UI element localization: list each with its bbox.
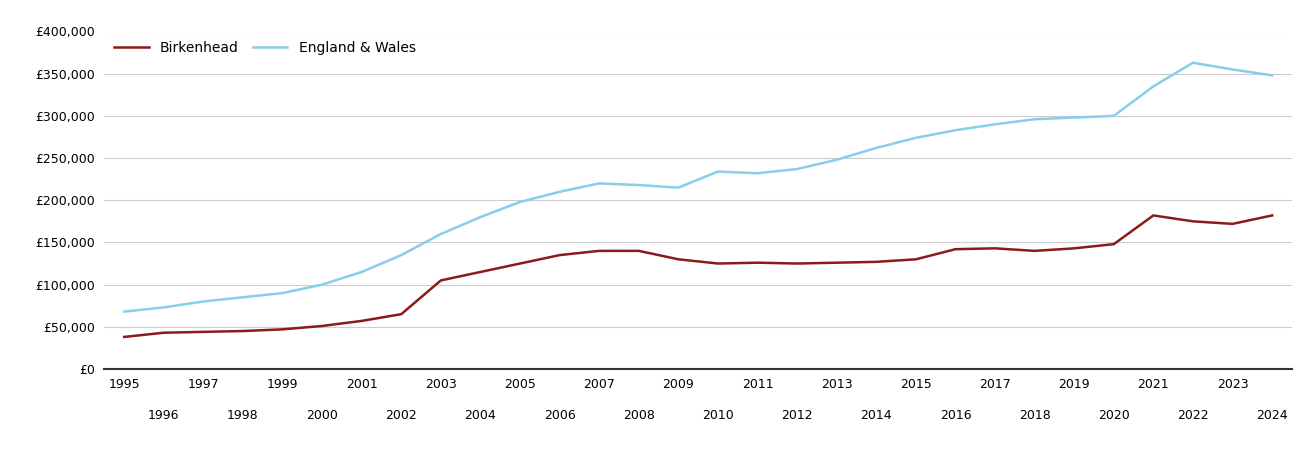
England & Wales [393,252,408,258]
Birkenhead [315,323,330,328]
Birkenhead [591,248,607,253]
Birkenhead [829,260,844,265]
England & Wales [1027,117,1043,122]
England & Wales [790,166,805,172]
England & Wales [1185,60,1201,65]
England & Wales [671,185,686,190]
Birkenhead [433,278,449,283]
England & Wales [552,189,568,194]
Birkenhead [749,260,765,265]
England & Wales [1146,84,1161,89]
England & Wales [116,309,132,314]
England & Wales [829,157,844,162]
England & Wales [315,282,330,287]
Birkenhead [552,252,568,258]
England & Wales [275,290,291,296]
England & Wales [155,305,171,310]
England & Wales [1105,113,1121,118]
Birkenhead [235,328,251,334]
England & Wales [1224,67,1240,72]
Line: England & Wales: England & Wales [124,63,1272,311]
England & Wales [354,269,369,274]
Birkenhead [354,318,369,324]
England & Wales [868,145,883,151]
England & Wales [433,231,449,237]
England & Wales [591,180,607,186]
Birkenhead [868,259,883,265]
Birkenhead [947,247,963,252]
England & Wales [947,127,963,133]
Birkenhead [155,330,171,335]
England & Wales [908,135,924,140]
Birkenhead [1066,246,1082,251]
Birkenhead [1224,221,1240,226]
England & Wales [472,214,488,220]
Birkenhead [1027,248,1043,253]
England & Wales [988,122,1004,127]
Birkenhead [908,256,924,262]
Birkenhead [988,246,1004,251]
England & Wales [235,295,251,300]
Birkenhead [1105,241,1121,247]
Birkenhead [1146,213,1161,218]
Birkenhead [472,269,488,274]
Birkenhead [632,248,647,253]
England & Wales [196,299,211,304]
England & Wales [512,199,527,205]
Line: Birkenhead: Birkenhead [124,216,1272,337]
England & Wales [1066,115,1082,120]
Birkenhead [1265,213,1280,218]
Birkenhead [196,329,211,334]
Birkenhead [116,334,132,340]
Birkenhead [275,327,291,332]
England & Wales [749,171,765,176]
Legend: Birkenhead, England & Wales: Birkenhead, England & Wales [111,38,419,58]
England & Wales [632,182,647,188]
Birkenhead [710,261,726,266]
Birkenhead [671,256,686,262]
Birkenhead [393,311,408,317]
Birkenhead [1185,219,1201,224]
Birkenhead [790,261,805,266]
Birkenhead [512,261,527,266]
England & Wales [710,169,726,174]
England & Wales [1265,72,1280,78]
